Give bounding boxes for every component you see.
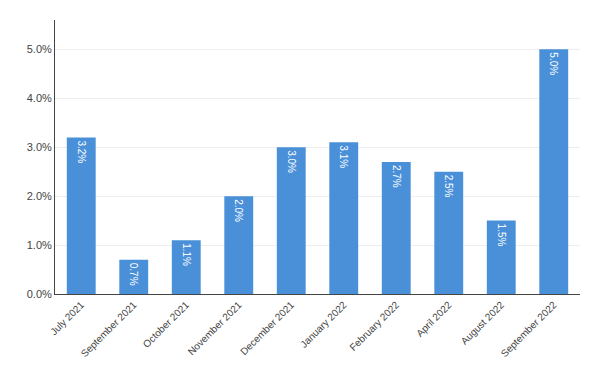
svg-text:1.5%: 1.5%: [496, 224, 507, 247]
svg-text:0.7%: 0.7%: [128, 263, 139, 286]
svg-text:5.0%: 5.0%: [27, 43, 52, 55]
svg-text:3.0%: 3.0%: [27, 141, 52, 153]
svg-text:December 2021: December 2021: [238, 299, 296, 357]
svg-text:April 2022: April 2022: [414, 299, 454, 339]
svg-text:2.7%: 2.7%: [391, 165, 402, 188]
svg-text:February 2022: February 2022: [347, 299, 401, 353]
svg-text:4.0%: 4.0%: [27, 92, 52, 104]
svg-text:3.1%: 3.1%: [338, 145, 349, 168]
svg-text:September 2022: September 2022: [499, 299, 559, 359]
svg-text:November 2021: November 2021: [186, 299, 244, 357]
svg-text:July 2021: July 2021: [48, 299, 86, 337]
svg-text:5.0%: 5.0%: [548, 52, 559, 75]
svg-text:3.2%: 3.2%: [76, 140, 87, 163]
svg-text:1.1%: 1.1%: [181, 243, 192, 266]
svg-text:2.0%: 2.0%: [27, 190, 52, 202]
svg-text:January 2022: January 2022: [298, 299, 349, 350]
svg-text:August 2022: August 2022: [459, 299, 507, 347]
svg-text:0.0%: 0.0%: [27, 288, 52, 300]
svg-text:2.5%: 2.5%: [443, 175, 454, 198]
svg-text:October 2021: October 2021: [141, 299, 192, 350]
svg-text:1.0%: 1.0%: [27, 239, 52, 251]
svg-text:September 2021: September 2021: [79, 299, 139, 359]
svg-text:2.0%: 2.0%: [233, 199, 244, 222]
svg-text:3.0%: 3.0%: [286, 150, 297, 173]
